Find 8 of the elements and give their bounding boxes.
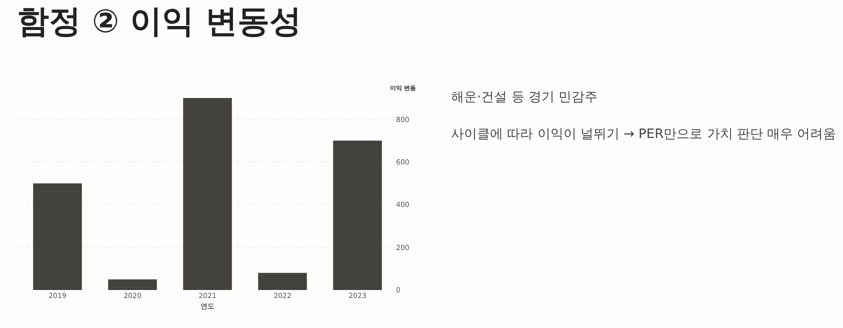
bar <box>258 272 307 290</box>
bar <box>108 279 157 290</box>
text: 해운·건설 등 경기 민감주 <box>451 90 598 105</box>
bar <box>333 140 382 290</box>
chart-title: 함정 ② 이익 변동성 <box>16 2 302 40</box>
bar <box>183 98 232 290</box>
text: 사이클에 따라 이익이 널뛰기 → PER만으로 가치 판단 매우 어려움 <box>451 127 836 142</box>
bar <box>33 183 82 290</box>
